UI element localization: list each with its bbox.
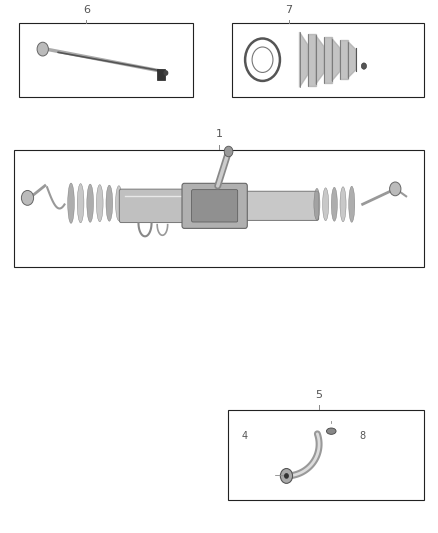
Bar (157, 69, 165, 80)
Circle shape (361, 63, 367, 69)
FancyBboxPatch shape (246, 191, 319, 221)
Polygon shape (300, 32, 307, 87)
Polygon shape (307, 34, 316, 86)
Ellipse shape (96, 184, 103, 222)
Polygon shape (332, 38, 340, 81)
Ellipse shape (77, 183, 84, 223)
Ellipse shape (87, 184, 94, 222)
Text: 7: 7 (285, 5, 292, 14)
Text: 4: 4 (242, 431, 248, 441)
Bar (228, 410, 424, 500)
Text: 1: 1 (215, 129, 223, 139)
Ellipse shape (116, 185, 122, 221)
Polygon shape (340, 40, 348, 79)
Ellipse shape (106, 185, 113, 221)
Ellipse shape (326, 428, 336, 434)
FancyBboxPatch shape (191, 190, 238, 222)
Circle shape (390, 182, 401, 196)
Circle shape (224, 146, 233, 157)
Text: 8: 8 (360, 431, 366, 441)
Circle shape (280, 469, 293, 483)
Circle shape (37, 42, 48, 56)
Ellipse shape (349, 186, 355, 222)
Bar (232, 22, 424, 97)
Polygon shape (316, 35, 324, 84)
Ellipse shape (331, 187, 337, 221)
FancyBboxPatch shape (182, 183, 247, 228)
Ellipse shape (340, 187, 346, 222)
FancyBboxPatch shape (119, 189, 190, 223)
Polygon shape (324, 37, 332, 83)
Bar (14, 150, 424, 266)
Circle shape (285, 474, 288, 478)
Circle shape (252, 47, 273, 72)
Ellipse shape (68, 183, 74, 223)
Ellipse shape (314, 188, 320, 220)
Circle shape (164, 71, 168, 75)
Text: 6: 6 (83, 5, 90, 14)
Circle shape (21, 190, 34, 205)
Text: 5: 5 (316, 390, 323, 400)
Ellipse shape (322, 188, 328, 221)
Bar (19, 22, 193, 97)
Polygon shape (348, 42, 356, 78)
